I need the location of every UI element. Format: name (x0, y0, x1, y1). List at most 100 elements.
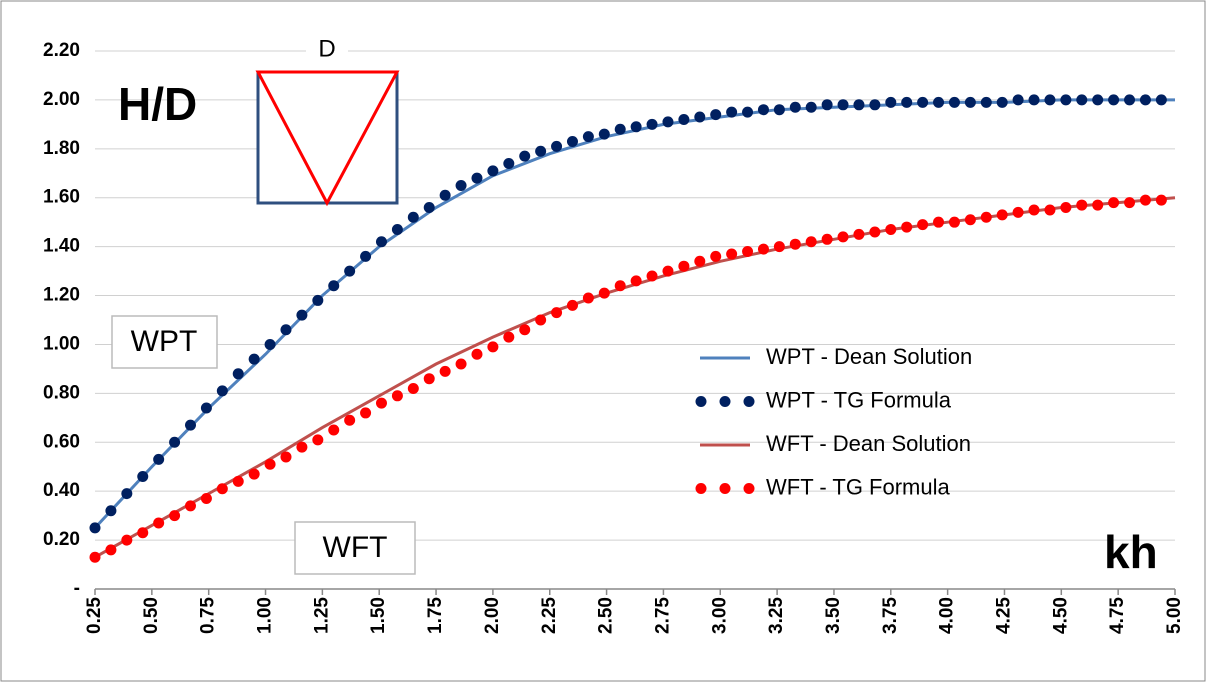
series-dot (105, 505, 117, 517)
y-tick-label: 0.80 (43, 382, 80, 403)
series-dot (487, 341, 499, 353)
x-tick-label: 3.50 (823, 597, 844, 634)
series-dot (391, 390, 403, 402)
series-dot (614, 280, 626, 292)
x-tick-label: 5.00 (1164, 597, 1185, 634)
series-dot (200, 402, 212, 414)
series-dot (1139, 194, 1151, 206)
x-tick-label: 0.25 (84, 597, 105, 634)
series-dot (566, 135, 578, 147)
y-tick-label: - (74, 578, 80, 599)
y-tick-label: 2.00 (43, 89, 80, 110)
series-dot (869, 226, 881, 238)
series-dot (757, 104, 769, 116)
series-dot (821, 99, 833, 111)
series-dot (694, 255, 706, 267)
series-dot (901, 96, 913, 108)
series-dot (471, 348, 483, 360)
y-tick-label: 0.40 (43, 480, 80, 501)
x-tick-label: 1.50 (368, 597, 389, 634)
series-dot (121, 534, 133, 546)
y-tick-label: 2.20 (43, 40, 80, 61)
series-dot (296, 441, 308, 453)
x-tick-label: 1.25 (311, 597, 332, 634)
legend-label: WFT - Dean Solution (766, 431, 971, 456)
x-axis-label: kh (1104, 526, 1158, 578)
annotation-box (111, 315, 218, 369)
series-dot (726, 106, 738, 118)
series-dot (980, 211, 992, 223)
series-dot (694, 111, 706, 123)
series-dot (1124, 197, 1136, 209)
series-dot (312, 434, 324, 446)
series-dot (280, 451, 292, 463)
y-tick-label: 1.40 (43, 236, 80, 257)
series-dot (344, 414, 356, 426)
series-dot (423, 202, 435, 214)
series-dot (1108, 94, 1120, 106)
legend-swatch (695, 483, 707, 494)
series-dot (280, 324, 292, 336)
series-dot (264, 458, 276, 470)
diagram-triangle (255, 70, 400, 207)
series-dot (582, 292, 594, 304)
series-dot (773, 241, 785, 253)
series-dot (216, 483, 228, 495)
series-dot (1028, 94, 1040, 106)
series-dot (89, 522, 101, 534)
series-dot (248, 353, 260, 365)
series-dot (503, 157, 515, 169)
series-dot (328, 280, 340, 292)
series-dot (869, 99, 881, 111)
x-tick-label: 2.00 (482, 597, 503, 634)
series-dot (328, 424, 340, 436)
legend-swatch (743, 483, 755, 494)
marks (89, 94, 1176, 563)
series-dot (375, 236, 387, 248)
series-dot (360, 407, 372, 419)
legend: WPT - Dean Solution WPT - TG Formula WFT -… (695, 344, 972, 499)
series-dot (1044, 94, 1056, 106)
series-dot (312, 294, 324, 306)
series-dot (487, 165, 499, 177)
series-dot (503, 331, 515, 343)
x-tick-label: 0.75 (198, 597, 219, 634)
series-dot (153, 453, 165, 465)
series-dot (980, 96, 992, 108)
series-dot (1155, 94, 1167, 106)
series-dot (344, 265, 356, 277)
series-dot (933, 216, 945, 228)
series-dot (1076, 199, 1088, 211)
series-dot (471, 172, 483, 184)
annotation-box (294, 521, 416, 575)
series-dot (885, 224, 897, 236)
series-dot (1092, 199, 1104, 211)
series-dot (757, 243, 769, 255)
series-dot (184, 419, 196, 431)
series-dot (742, 106, 754, 118)
series-dot (678, 113, 690, 125)
annotation: WPT (131, 325, 198, 358)
series-dot (598, 287, 610, 299)
series-dot (1012, 206, 1024, 218)
series-dot (789, 101, 801, 113)
series-dot (917, 96, 929, 108)
series-dot (646, 270, 658, 282)
series-dot (296, 309, 308, 321)
series-dot (216, 385, 228, 397)
series-dot (248, 468, 260, 480)
series-dot (153, 517, 165, 529)
series-dot (121, 488, 133, 500)
series-dot (519, 150, 531, 162)
annotation: D (318, 35, 335, 62)
series-dot (439, 365, 451, 377)
series-dot (1124, 94, 1136, 106)
x-tick-label: 1.00 (255, 597, 276, 634)
series-dot (137, 471, 149, 483)
series-dot (630, 275, 642, 287)
series-dot (837, 231, 849, 243)
series-dot (853, 228, 865, 240)
y-tick-label: 1.20 (43, 285, 80, 306)
legend-label: WPT - Dean Solution (766, 344, 972, 369)
